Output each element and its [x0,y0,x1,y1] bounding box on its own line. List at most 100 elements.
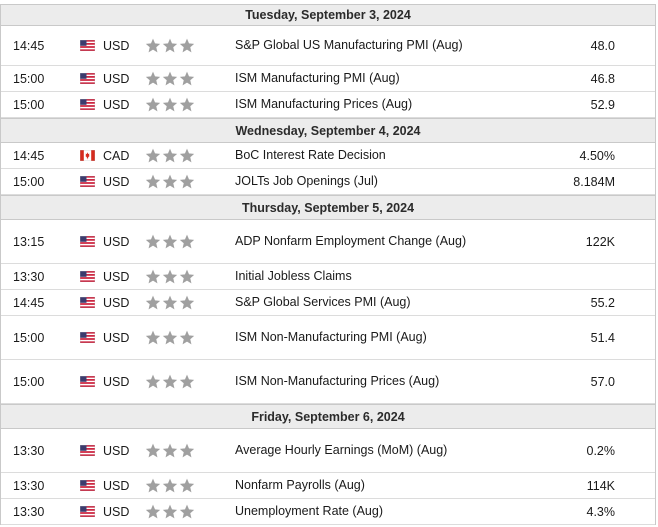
star-icon [162,97,179,112]
event-currency: USD [103,38,130,53]
day-header: Friday, September 6, 2024 [1,404,655,429]
event-name[interactable]: Nonfarm Payrolls (Aug) [235,478,365,492]
star-icon [145,71,162,86]
us-flag-icon [80,499,95,524]
event-row[interactable]: 13:30 USD Nonfarm Payrolls (Aug) 114K [1,473,655,499]
event-row[interactable]: 15:00 USD JOLTs Job Openings (Jul) 8.184M [1,169,655,195]
event-currency: USD [103,330,130,345]
importance-stars [145,316,201,359]
event-row[interactable]: 13:30 USD Unemployment Rate (Aug) 4.3% [1,499,655,525]
event-time: 13:30 [13,443,45,458]
us-flag-icon [80,220,95,263]
event-row[interactable]: 14:45 USD S&P Global Services PMI (Aug) 55.… [1,290,655,316]
event-currency: USD [103,443,130,458]
event-name[interactable]: ISM Manufacturing Prices (Aug) [235,97,413,111]
event-currency: USD [103,374,130,389]
star-icon [145,330,162,345]
star-icon [145,234,162,249]
event-name[interactable]: ISM Non-Manufacturing Prices (Aug) [235,374,440,388]
us-flag-icon [80,360,95,403]
star-icon [162,38,179,53]
star-icon [179,330,196,345]
importance-stars [145,26,201,65]
importance-stars [145,429,201,472]
event-row[interactable]: 14:45 CAD BoC Interest Rate Decision 4.50% [1,143,655,169]
event-currency: USD [103,269,130,284]
event-name[interactable]: ISM Manufacturing PMI (Aug) [235,71,400,85]
event-name[interactable]: S&P Global US Manufacturing PMI (Aug) [235,38,463,52]
us-flag-icon [80,290,95,315]
event-name[interactable]: JOLTs Job Openings (Jul) [235,174,378,188]
star-icon [162,374,179,389]
event-row[interactable]: 15:00 USD ISM Manufacturing PMI (Aug) 46.8 [1,66,655,92]
event-row[interactable]: 13:30 USD Initial Jobless Claims [1,264,655,290]
star-icon [162,504,179,519]
event-row[interactable]: 15:00 USD ISM Non-Manufacturing PMI (Aug) 5… [1,316,655,360]
event-time: 15:00 [13,71,45,86]
star-icon [162,234,179,249]
star-icon [145,443,162,458]
us-flag-icon [80,66,95,91]
event-actual-value: 48.0 [590,38,615,53]
star-icon [179,97,196,112]
event-row[interactable]: 13:15 USD ADP Nonfarm Employment Change (A… [1,220,655,264]
event-name[interactable]: ADP Nonfarm Employment Change (Aug) [235,234,467,248]
event-time: 13:30 [13,478,45,493]
star-icon [179,478,196,493]
event-time: 13:15 [13,234,45,249]
event-name[interactable]: Initial Jobless Claims [235,269,352,283]
event-name[interactable]: ISM Non-Manufacturing PMI (Aug) [235,330,427,344]
us-flag-icon [80,264,95,289]
star-icon [179,374,196,389]
star-icon [179,504,196,519]
us-flag-icon [80,429,95,472]
importance-stars [145,290,201,315]
day-header: Thursday, September 5, 2024 [1,195,655,220]
economic-calendar: Tuesday, September 3, 2024 14:45 USD S&P Gl… [0,4,656,525]
importance-stars [145,499,201,524]
importance-stars [145,220,201,263]
importance-stars [145,169,201,194]
star-icon [162,295,179,310]
star-icon [145,269,162,284]
event-currency: USD [103,174,130,189]
star-icon [145,478,162,493]
us-flag-icon [80,26,95,65]
ca-flag-icon [80,143,95,168]
star-icon [179,148,196,163]
event-currency: USD [103,71,130,86]
event-time: 15:00 [13,97,45,112]
event-actual-value: 114K [586,478,615,493]
event-actual-value: 51.4 [590,330,615,345]
event-name[interactable]: Average Hourly Earnings (MoM) (Aug) [235,443,448,457]
event-currency: USD [103,295,130,310]
us-flag-icon [80,316,95,359]
event-name[interactable]: S&P Global Services PMI (Aug) [235,295,411,309]
event-name[interactable]: BoC Interest Rate Decision [235,148,386,162]
star-icon [162,478,179,493]
star-icon [179,38,196,53]
event-time: 14:45 [13,38,45,53]
star-icon [179,295,196,310]
event-row[interactable]: 13:30 USD Average Hourly Earnings (MoM) (A… [1,429,655,473]
star-icon [145,504,162,519]
event-row[interactable]: 14:45 USD S&P Global US Manufacturing PMI … [1,26,655,66]
event-row[interactable]: 15:00 USD ISM Non-Manufacturing Prices (Au… [1,360,655,404]
event-time: 15:00 [13,330,45,345]
event-actual-value: 8.184M [573,174,615,189]
event-currency: USD [103,504,130,519]
event-name[interactable]: Unemployment Rate (Aug) [235,504,383,518]
event-actual-value: 0.2% [586,443,616,458]
event-actual-value: 4.3% [586,504,616,519]
star-icon [162,174,179,189]
importance-stars [145,143,201,168]
star-icon [179,71,196,86]
event-row[interactable]: 15:00 USD ISM Manufacturing Prices (Aug) 52… [1,92,655,118]
event-actual-value [515,264,615,289]
event-currency: USD [103,97,130,112]
star-icon [145,148,162,163]
day-header: Wednesday, September 4, 2024 [1,118,655,143]
event-time: 15:00 [13,174,45,189]
importance-stars [145,92,201,117]
star-icon [179,174,196,189]
